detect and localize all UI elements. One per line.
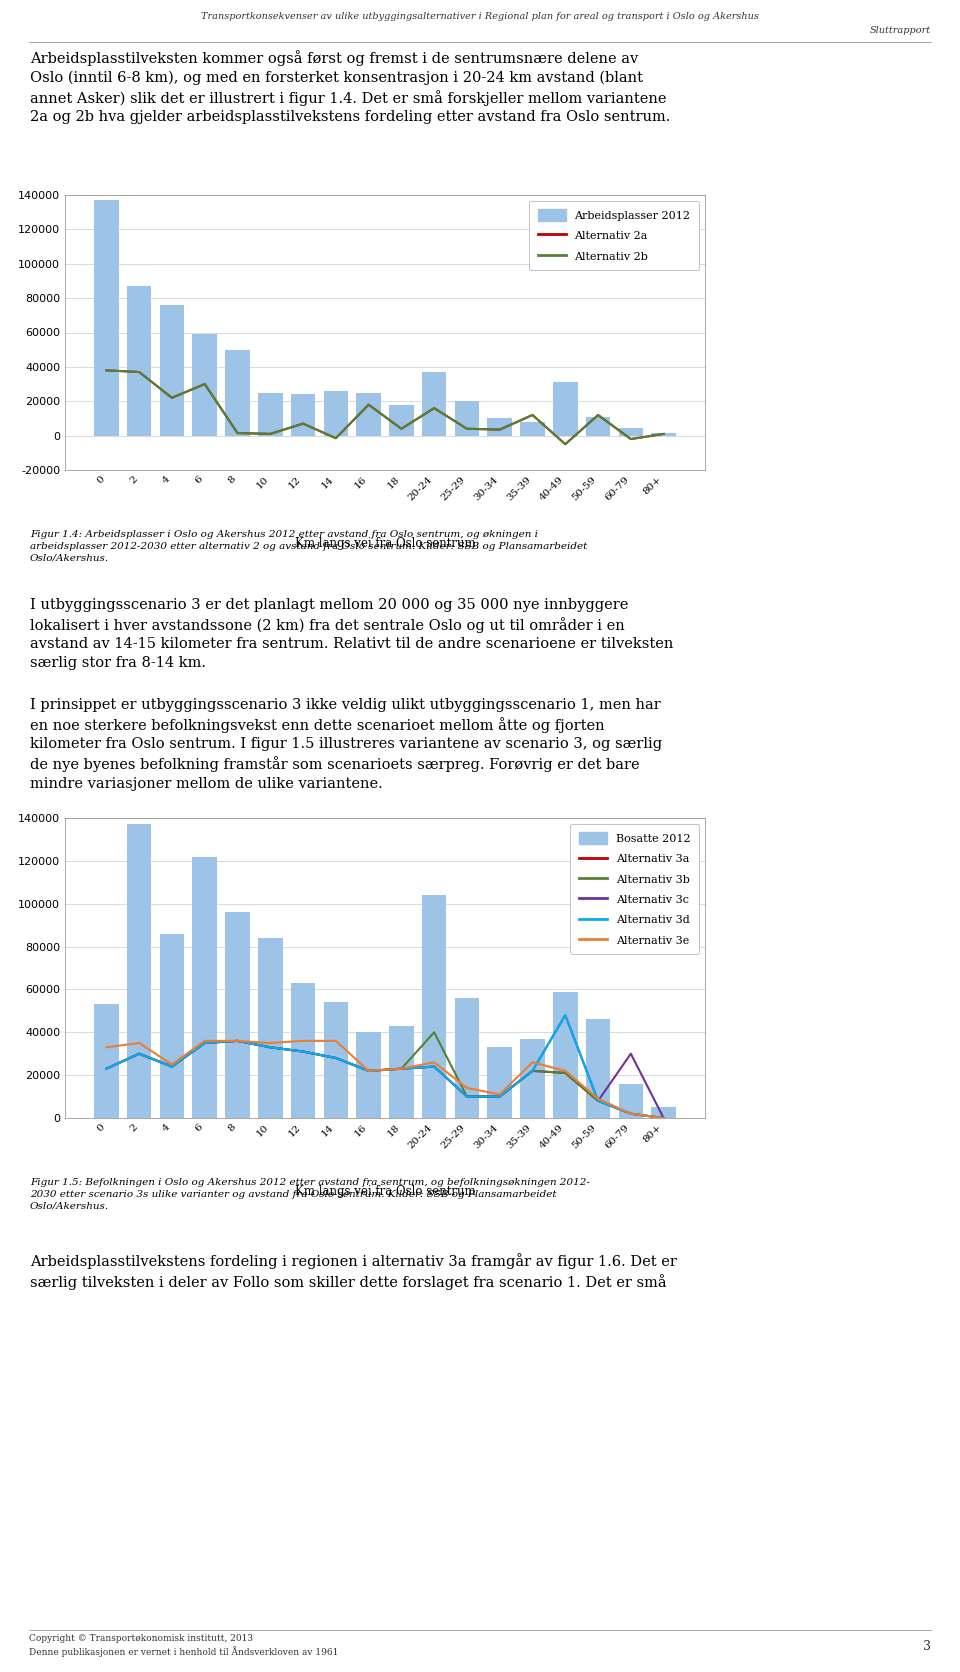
- Bar: [618, 428, 643, 436]
- Bar: [192, 334, 217, 436]
- Bar: [291, 983, 315, 1119]
- Bar: [226, 349, 250, 436]
- Bar: [356, 1032, 381, 1119]
- Bar: [159, 933, 184, 1119]
- Text: I utbyggingsscenario 3 er det planlagt mellom 20 000 og 35 000 nye innbyggere
lo: I utbyggingsscenario 3 er det planlagt m…: [30, 599, 673, 670]
- X-axis label: Km langs vei fra Oslo sentrum: Km langs vei fra Oslo sentrum: [295, 1185, 475, 1199]
- Bar: [127, 286, 152, 436]
- Text: 3: 3: [924, 1640, 931, 1654]
- Text: Sluttrapport: Sluttrapport: [870, 27, 931, 35]
- Bar: [455, 401, 479, 436]
- Text: Arbeidsplasstilvekstens fordeling i regionen i alternativ 3a framgår av figur 1.: Arbeidsplasstilvekstens fordeling i regi…: [30, 1252, 677, 1289]
- Bar: [651, 1107, 676, 1119]
- Bar: [389, 405, 414, 436]
- Bar: [520, 1038, 544, 1119]
- Text: Denne publikasjonen er vernet i henhold til Åndsverkloven av 1961: Denne publikasjonen er vernet i henhold …: [29, 1645, 338, 1657]
- Bar: [586, 416, 611, 436]
- Bar: [258, 938, 282, 1119]
- Bar: [520, 421, 544, 436]
- Text: Transportkonsekvenser av ulike utbyggingsalternativer i Regional plan for areal : Transportkonsekvenser av ulike utbygging…: [201, 12, 759, 22]
- Bar: [291, 395, 315, 436]
- Bar: [356, 393, 381, 436]
- Bar: [488, 1047, 512, 1119]
- Bar: [586, 1020, 611, 1119]
- Text: Figur 1.4: Arbeidsplasser i Oslo og Akershus 2012 etter avstand fra Oslo sentrum: Figur 1.4: Arbeidsplasser i Oslo og Aker…: [30, 530, 588, 562]
- Bar: [324, 391, 348, 436]
- Text: Figur 1.5: Befolkningen i Oslo og Akershus 2012 etter avstand fra sentrum, og be: Figur 1.5: Befolkningen i Oslo og Akersh…: [30, 1179, 589, 1211]
- Bar: [455, 998, 479, 1119]
- Text: Arbeidsplasstilveksten kommer også først og fremst i de sentrumsnære delene av
O: Arbeidsplasstilveksten kommer også først…: [30, 50, 670, 124]
- Bar: [488, 418, 512, 436]
- Bar: [618, 1083, 643, 1119]
- X-axis label: Km langs vei fra Oslo sentrum: Km langs vei fra Oslo sentrum: [295, 537, 475, 550]
- Bar: [324, 1002, 348, 1119]
- Bar: [553, 991, 578, 1119]
- Bar: [94, 201, 119, 436]
- Bar: [159, 304, 184, 436]
- Legend: Bosatte 2012, Alternativ 3a, Alternativ 3b, Alternativ 3c, Alternativ 3d, Altern: Bosatte 2012, Alternativ 3a, Alternativ …: [570, 824, 700, 955]
- Bar: [553, 383, 578, 436]
- Legend: Arbeidsplasser 2012, Alternativ 2a, Alternativ 2b: Arbeidsplasser 2012, Alternativ 2a, Alte…: [529, 201, 700, 271]
- Bar: [421, 895, 446, 1119]
- Bar: [192, 856, 217, 1119]
- Text: I prinsippet er utbyggingsscenario 3 ikke veldig ulikt utbyggingsscenario 1, men: I prinsippet er utbyggingsscenario 3 ikk…: [30, 697, 662, 791]
- Bar: [389, 1027, 414, 1119]
- Bar: [651, 433, 676, 436]
- Text: Copyright © Transportøkonomisk institutt, 2013: Copyright © Transportøkonomisk institutt…: [29, 1634, 252, 1644]
- Bar: [258, 393, 282, 436]
- Bar: [421, 373, 446, 436]
- Bar: [127, 824, 152, 1119]
- Bar: [94, 1005, 119, 1119]
- Bar: [226, 913, 250, 1119]
